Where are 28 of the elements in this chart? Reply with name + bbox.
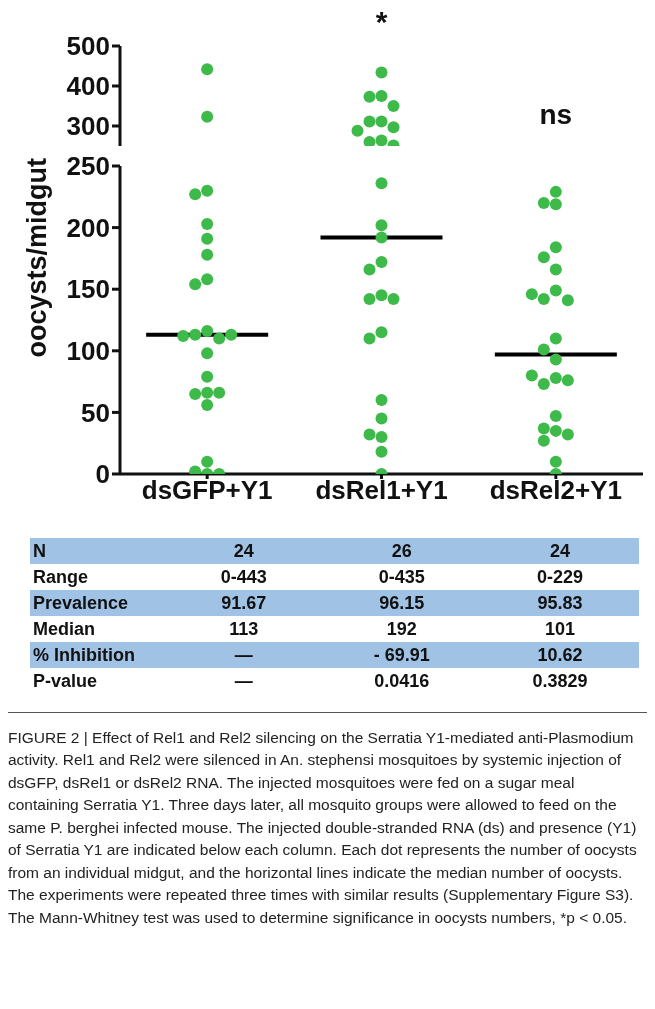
y-tick-label: 500: [66, 31, 110, 62]
y-axis-title: oocysts/midgut: [22, 158, 53, 358]
category-label: Range: [33, 566, 89, 587]
y-tick-label: 250: [66, 151, 110, 182]
text: FIGURE 2 | Effect of Rel1 and Rel2 silencing on the Serratia Y1-mediated anti-Plasmodium activity. Rel1 and Rel2 were silenced in An. stephensi mosquitoes by systemic injection of dsGFP, dsRel1 or dsRel2 RNA. The injected mosquitoes were fed on a sugar meal containing Serratia Y1. Three days later, all mosquito groups were allowed to feed on the same P. berghei infected mouse. The injected double-stranded RNA (ds) and presence (Y1) of Serratia Y1 are indicated below each column. Each dot represents the number of oocysts from an individual midgut, and the horizontal lines indicate the median number of oocysts. The experiments were repeated three times with similar results (Supplementary Figure S3). The Mann-Whitney test was used to determine significance in oocysts numbers, *p < 0.05.: [8, 729, 637, 926]
text: 0-229: [536, 566, 583, 587]
text: 0-443: [220, 566, 267, 587]
x-tick-label: dsGFP+Y1: [141, 475, 273, 506]
text: 0-435: [378, 566, 425, 587]
text: 192: [386, 618, 417, 639]
text: *: [375, 5, 388, 38]
category-label: Median: [33, 618, 96, 639]
text: 101: [544, 618, 575, 639]
annotation: ns: [539, 98, 573, 130]
text: 113: [229, 618, 259, 639]
y-tick-label: 100: [66, 336, 110, 367]
y-tick-label: 50: [81, 397, 110, 428]
y-tick-label: 200: [66, 212, 110, 243]
text: —: [234, 670, 253, 691]
x-tick-label: dsRel1+Y1: [315, 475, 448, 506]
text: 0.0416: [374, 670, 430, 691]
y-tick-label: 150: [66, 274, 110, 305]
text: 0.3829: [532, 670, 588, 691]
x-tick-label: dsRel2+Y1: [489, 475, 622, 506]
category-label: P-value: [33, 670, 98, 691]
y-tick-label: 300: [66, 111, 110, 142]
y-tick-label: 400: [66, 71, 110, 102]
y-tick-label: 0: [95, 459, 110, 490]
